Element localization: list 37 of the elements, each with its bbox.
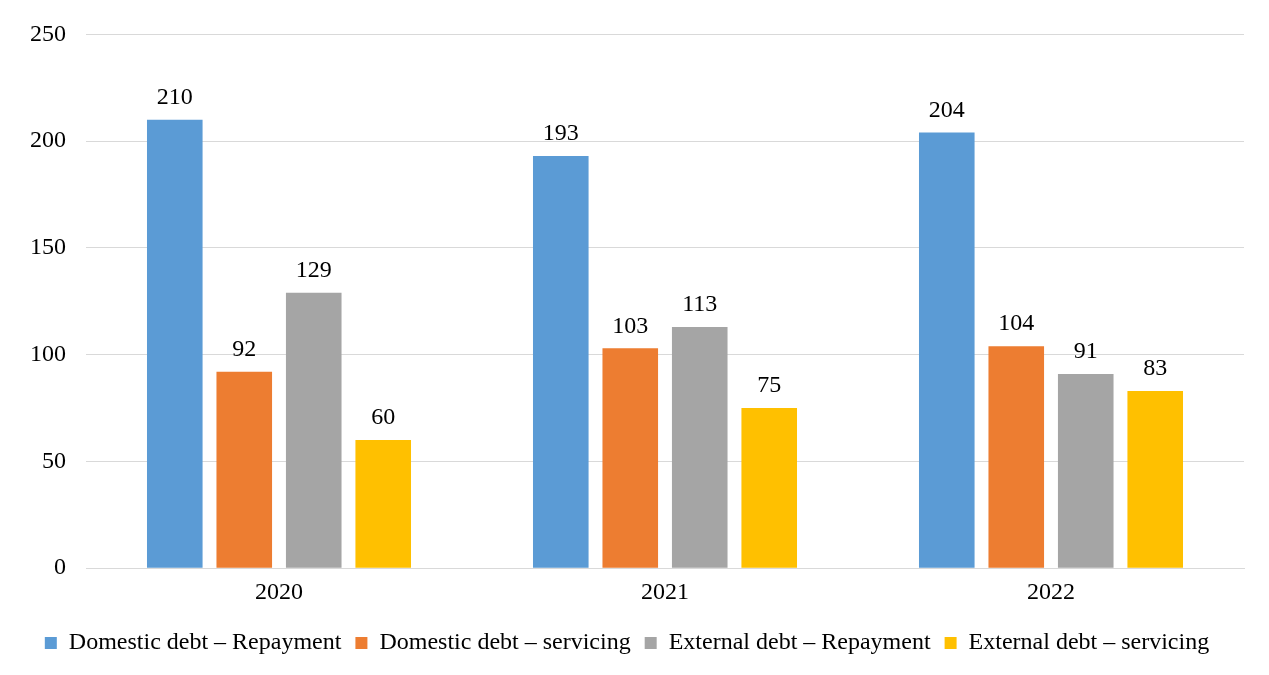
data-label: 91 [1073, 337, 1098, 364]
y-tick-label: 50 [42, 446, 66, 473]
y-tick-label: 0 [54, 553, 66, 580]
data-label: 193 [542, 119, 579, 146]
x-tick-label: 2021 [641, 577, 689, 604]
y-tick-label: 100 [30, 339, 66, 366]
bar [216, 371, 273, 568]
legend-label: External debt – Repayment [668, 628, 931, 655]
legend-label: Domestic debt – servicing [379, 628, 631, 655]
data-label: 75 [757, 371, 782, 398]
legend-label: Domestic debt – Repayment [68, 628, 342, 655]
data-label: 92 [232, 335, 257, 362]
bar [741, 408, 798, 568]
bar [285, 292, 342, 568]
data-label: 104 [998, 309, 1035, 336]
x-tick-label: 2022 [1027, 577, 1075, 604]
x-tick-label: 2020 [255, 577, 303, 604]
data-label: 83 [1143, 354, 1168, 381]
legend-label: External debt – servicing [968, 628, 1210, 655]
data-label: 204 [928, 95, 965, 122]
data-label: 103 [612, 311, 649, 338]
data-label: 210 [156, 83, 193, 110]
bar [146, 119, 203, 568]
bar [602, 348, 659, 568]
data-label: 60 [371, 403, 396, 430]
y-tick-label: 200 [30, 126, 66, 153]
data-label: 113 [682, 290, 718, 317]
bar [918, 132, 975, 568]
y-tick-label: 250 [30, 19, 66, 46]
bar [1057, 373, 1114, 568]
bar [671, 326, 728, 568]
data-label: 129 [295, 256, 332, 283]
bar [988, 346, 1045, 568]
bar [1127, 390, 1184, 568]
bar [532, 156, 589, 568]
y-tick-label: 150 [30, 233, 66, 260]
bar [355, 440, 412, 568]
